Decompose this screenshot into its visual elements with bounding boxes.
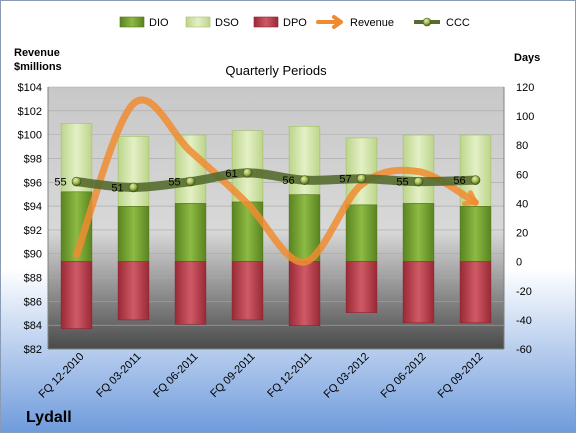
bar-dio-5 <box>345 204 378 262</box>
right-tick-label-3: 0 <box>516 257 522 269</box>
chart-title: Quarterly Periods <box>225 63 327 78</box>
left-tick-label-2: $86 <box>24 296 42 308</box>
left-tick-label-0: $82 <box>24 344 42 356</box>
legend-swatch-dpo <box>253 16 279 28</box>
bar-dso-7 <box>459 134 492 207</box>
ccc-point-7 <box>470 175 481 185</box>
ccc-label-0: 55 <box>54 177 66 189</box>
left-tick-label-5: $92 <box>24 225 42 237</box>
left-axis-label-line1: Revenue <box>14 47 60 59</box>
bar-dso-1 <box>117 136 150 207</box>
company-name: Lydall <box>26 409 72 426</box>
legend-swatch-ccc-dot <box>422 17 432 27</box>
bar-dpo-2 <box>174 261 207 325</box>
ccc-point-2 <box>185 176 196 187</box>
left-tick-label-8: $98 <box>24 153 42 165</box>
ccc-label-6: 55 <box>396 177 408 189</box>
left-axis-label-line2: $millions <box>14 61 62 73</box>
right-tick-label-9: 120 <box>516 82 534 94</box>
bar-dio-6 <box>402 203 435 262</box>
legend-swatch-revenue <box>316 15 343 29</box>
left-tick-label-9: $100 <box>18 130 42 142</box>
legend-label-revenue: Revenue <box>350 17 394 29</box>
right-tick-label-6: 60 <box>516 169 528 181</box>
right-tick-label-2: -20 <box>516 286 532 298</box>
right-axis-label: Days <box>514 52 540 64</box>
ccc-label-7: 56 <box>453 175 465 187</box>
bar-dpo-5 <box>345 261 378 313</box>
right-tick-label-8: 100 <box>516 111 534 123</box>
left-tick-label-6: $94 <box>24 201 42 213</box>
bar-dpo-1 <box>117 261 150 321</box>
right-tick-label-4: 20 <box>516 228 528 240</box>
bar-dso-2 <box>174 134 207 204</box>
ccc-label-3: 61 <box>225 168 237 180</box>
ccc-point-6 <box>413 176 424 187</box>
revenue-arrowhead <box>462 190 478 207</box>
bar-dpo-7 <box>459 261 492 324</box>
right-tick-label-1: -40 <box>516 315 532 327</box>
ccc-point-0 <box>71 176 82 187</box>
ccc-label-4: 56 <box>282 175 294 187</box>
lines: 55 51 55 61 56 57 55 56 <box>54 96 481 266</box>
legend-label-dpo: DPO <box>283 17 307 29</box>
right-tick-label-5: 40 <box>516 198 528 210</box>
revenue-line <box>73 96 479 266</box>
ccc-label-1: 51 <box>111 182 123 194</box>
legend-swatch-dso <box>185 16 211 28</box>
left-tick-label-11: $104 <box>18 82 42 94</box>
legend-label-ccc: CCC <box>446 17 470 29</box>
left-tick-label-3: $88 <box>24 273 42 285</box>
right-tick-label-7: 80 <box>516 140 528 152</box>
legend-label-dio: DIO <box>149 17 169 29</box>
ccc-point-3 <box>242 168 253 178</box>
bar-dpo-4 <box>288 261 321 327</box>
left-tick-label-7: $96 <box>24 177 42 189</box>
legend-swatch-dio <box>119 16 145 28</box>
bar-dpo-6 <box>402 261 435 324</box>
bar-dpo-0 <box>60 261 93 329</box>
right-tick-label-0: -60 <box>516 344 532 356</box>
ccc-point-5 <box>356 173 367 184</box>
bar-dio-7 <box>459 206 492 262</box>
left-tick-label-1: $84 <box>24 320 42 332</box>
ccc-label-2: 55 <box>168 177 180 189</box>
legend: DIO DSO DPO Revenue CCC <box>119 15 470 29</box>
bar-dio-1 <box>117 206 150 262</box>
bar-dpo-3 <box>231 261 264 321</box>
ccc-point-1 <box>128 182 139 193</box>
legend-label-dso: DSO <box>215 17 239 29</box>
ccc-label-5: 57 <box>339 174 351 186</box>
left-tick-label-10: $102 <box>18 106 42 118</box>
ccc-point-4 <box>299 175 310 185</box>
bar-dio-2 <box>174 203 207 262</box>
bars <box>60 123 492 329</box>
left-tick-label-4: $90 <box>24 249 42 261</box>
